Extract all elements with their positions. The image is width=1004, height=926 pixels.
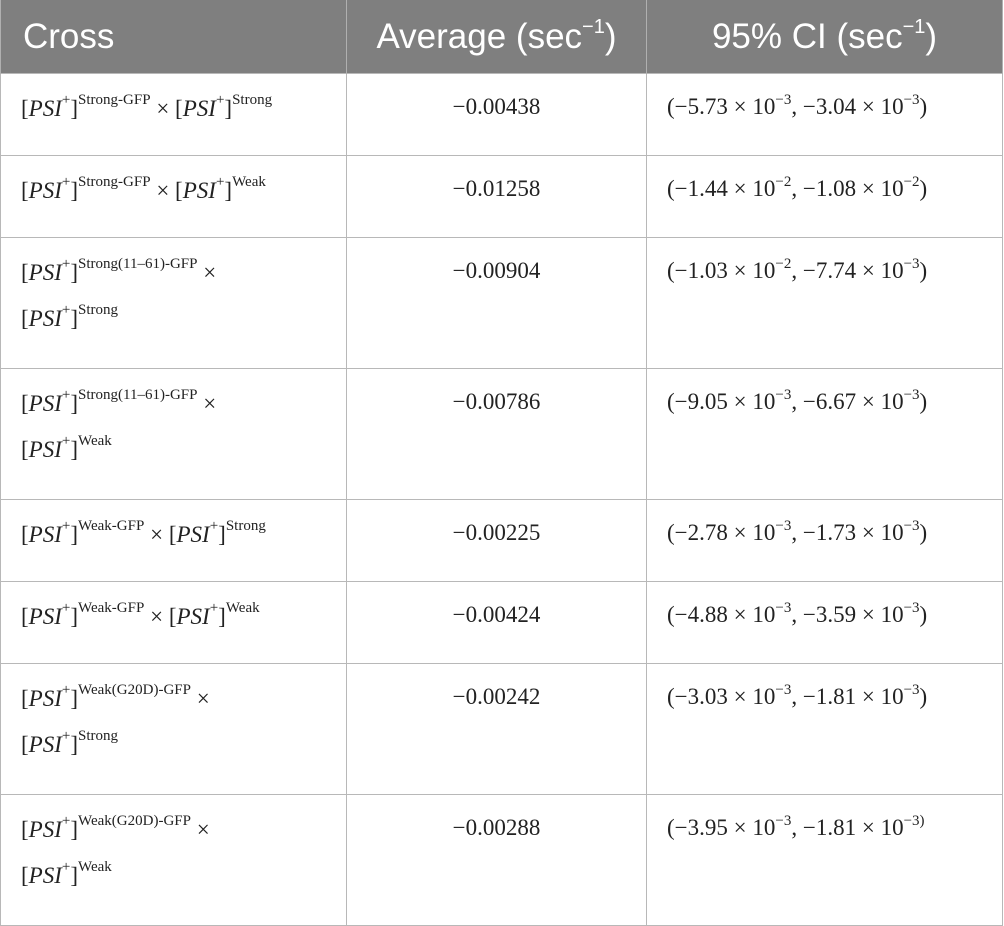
cross-cell: [PSI+]Strong-GFP × [PSI+]Weak [0, 155, 347, 238]
table-row: [PSI+]Weak-GFP × [PSI+]Strong −0.00225 (… [0, 499, 1003, 582]
average-cell: −0.00225 [346, 499, 647, 582]
table-row: [PSI+]Strong-GFP × [PSI+]Strong −0.00438… [0, 73, 1003, 156]
header-average: Average (sec−1) [346, 0, 647, 74]
cross-cell: [PSI+]Strong-GFP × [PSI+]Strong [0, 73, 347, 156]
average-cell: −0.01258 [346, 155, 647, 238]
ci-cell: (−3.03 × 10−3, −1.81 × 10−3) [646, 663, 1003, 795]
table-header: Cross Average (sec−1) 95% CI (sec−1) [0, 0, 1003, 74]
table-row: [PSI+]Strong(11–61)-GFP × [PSI+]Weak −0.… [0, 368, 1003, 500]
cross-cell: [PSI+]Weak-GFP × [PSI+]Strong [0, 499, 347, 582]
average-cell: −0.00786 [346, 368, 647, 500]
ci-cell: (−3.95 × 10−3, −1.81 × 10−3) [646, 794, 1003, 926]
average-cell: −0.00904 [346, 237, 647, 369]
table-body: [PSI+]Strong-GFP × [PSI+]Strong −0.00438… [0, 73, 1003, 926]
cross-cell: [PSI+]Weak-GFP × [PSI+]Weak [0, 581, 347, 664]
ci-cell: (−5.73 × 10−3, −3.04 × 10−3) [646, 73, 1003, 156]
header-ci: 95% CI (sec−1) [646, 0, 1003, 74]
average-cell: −0.00288 [346, 794, 647, 926]
table-row: [PSI+]Strong(11–61)-GFP × [PSI+]Strong −… [0, 237, 1003, 369]
ci-cell: (−9.05 × 10−3, −6.67 × 10−3) [646, 368, 1003, 500]
ci-cell: (−2.78 × 10−3, −1.73 × 10−3) [646, 499, 1003, 582]
table-row: [PSI+]Weak(G20D)-GFP × [PSI+]Strong −0.0… [0, 663, 1003, 795]
cross-cell: [PSI+]Strong(11–61)-GFP × [PSI+]Strong [0, 237, 347, 369]
ci-cell: (−1.03 × 10−2, −7.74 × 10−3) [646, 237, 1003, 369]
table-row: [PSI+]Strong-GFP × [PSI+]Weak −0.01258 (… [0, 155, 1003, 238]
ci-cell: (−4.88 × 10−3, −3.59 × 10−3) [646, 581, 1003, 664]
cross-cell: [PSI+]Weak(G20D)-GFP × [PSI+]Strong [0, 663, 347, 795]
average-cell: −0.00424 [346, 581, 647, 664]
cross-cell: [PSI+]Strong(11–61)-GFP × [PSI+]Weak [0, 368, 347, 500]
header-cross: Cross [0, 0, 347, 74]
table-row: [PSI+]Weak(G20D)-GFP × [PSI+]Weak −0.002… [0, 794, 1003, 926]
ci-cell: (−1.44 × 10−2, −1.08 × 10−2) [646, 155, 1003, 238]
cross-cell: [PSI+]Weak(G20D)-GFP × [PSI+]Weak [0, 794, 347, 926]
average-cell: −0.00438 [346, 73, 647, 156]
table-row: [PSI+]Weak-GFP × [PSI+]Weak −0.00424 (−4… [0, 581, 1003, 664]
average-cell: −0.00242 [346, 663, 647, 795]
